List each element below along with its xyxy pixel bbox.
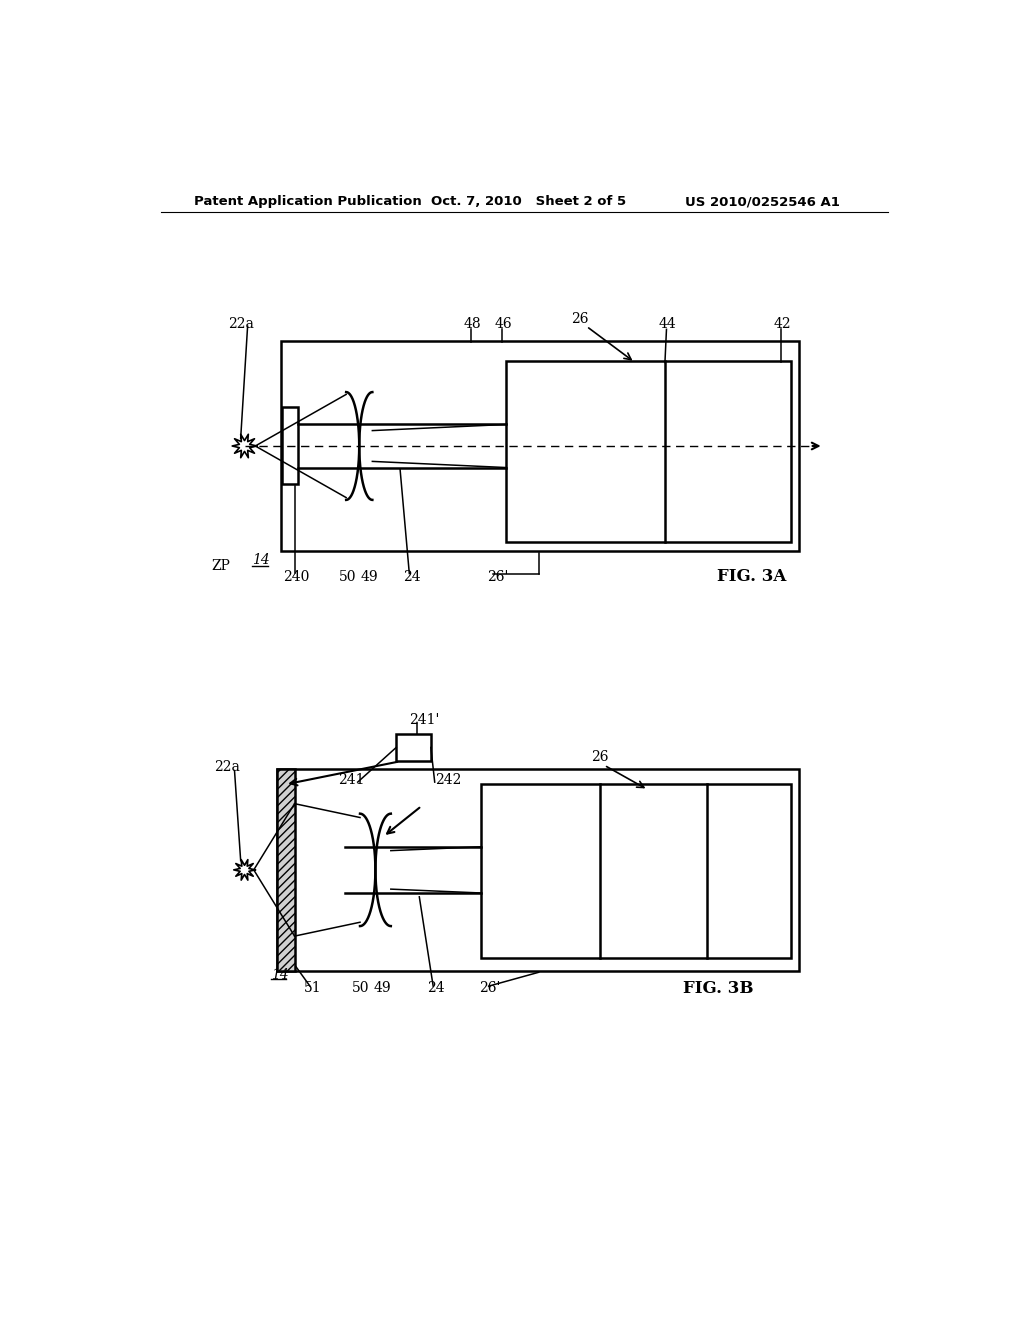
Bar [276,770,295,970]
Text: 48: 48 [463,317,481,331]
Text: Oct. 7, 2010   Sheet 2 of 5: Oct. 7, 2010 Sheet 2 of 5 [431,195,626,209]
Text: 14: 14 [270,968,289,982]
Text: 42: 42 [773,317,792,331]
Text: 26': 26' [478,982,500,995]
Text: 14: 14 [252,553,270,568]
Text: 22a: 22a [228,317,254,331]
Text: US 2010/0252546 A1: US 2010/0252546 A1 [685,195,840,209]
Text: FIG. 3B: FIG. 3B [683,979,754,997]
Text: FIG. 3A: FIG. 3A [717,568,786,585]
Text: 50: 50 [339,569,356,583]
Text: 26': 26' [487,569,509,583]
Text: 240: 240 [283,569,309,583]
Text: 50: 50 [352,982,370,995]
Text: ZP: ZP [211,560,230,573]
Text: 44: 44 [658,317,677,331]
Text: 26: 26 [571,312,589,326]
Text: 241': 241' [410,714,439,727]
Bar [506,360,792,543]
Text: 242: 242 [435,772,461,787]
Text: 26: 26 [591,751,608,764]
Text: 46: 46 [495,317,512,331]
Bar [283,408,298,484]
Bar [282,341,799,552]
Text: Patent Application Publication: Patent Application Publication [194,195,422,209]
Bar [396,734,431,762]
Text: 49: 49 [360,569,379,583]
Text: 49: 49 [374,982,391,995]
Text: 24: 24 [427,982,444,995]
Bar [276,770,799,970]
Bar [481,784,792,958]
Text: 241: 241 [339,772,365,787]
Text: 22a: 22a [214,760,240,774]
Text: 51: 51 [304,982,322,995]
Text: 24: 24 [403,569,421,583]
